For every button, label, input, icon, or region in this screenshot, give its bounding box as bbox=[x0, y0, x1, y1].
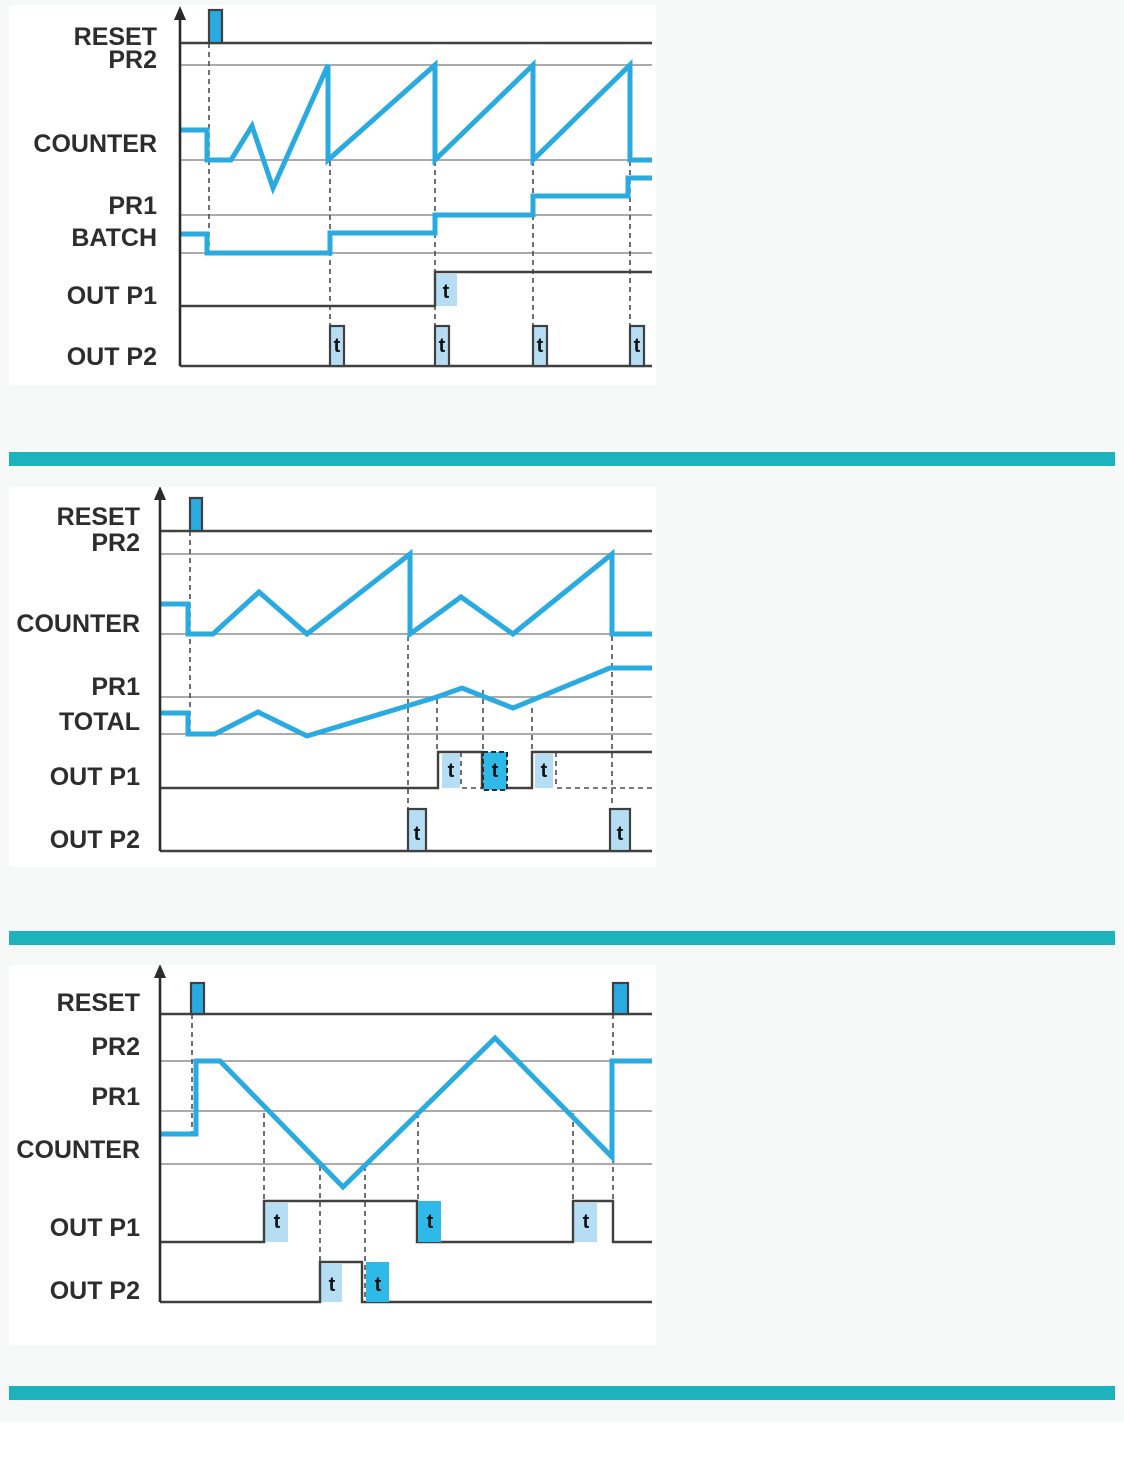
out-p2-pulse-1 bbox=[406, 807, 428, 853]
total-waveform bbox=[160, 665, 652, 739]
signal-label-out-p1: OUT P1 bbox=[50, 1214, 140, 1242]
signal-label-pr1: PR1 bbox=[91, 673, 140, 701]
t-mark: t bbox=[617, 823, 624, 845]
t-mark: t bbox=[448, 760, 455, 782]
t-mark: t bbox=[583, 1211, 590, 1233]
signal-label-counter: COUNTER bbox=[33, 130, 157, 158]
out-p2-pulse-3 bbox=[531, 324, 549, 368]
out-p1-signal bbox=[160, 750, 652, 790]
t-box-out-p1-b bbox=[574, 1203, 597, 1242]
out-p2-pulse-4 bbox=[628, 324, 646, 368]
t-mark: t bbox=[439, 335, 446, 357]
t-mark: t bbox=[414, 823, 421, 845]
teal-separator-bar-3 bbox=[9, 1386, 1115, 1400]
signal-label-out-p2: OUT P2 bbox=[67, 343, 157, 371]
t-box-out-p2-timed bbox=[366, 1262, 389, 1302]
t-box-out-p1-b bbox=[535, 754, 553, 788]
t-box-retrigger bbox=[482, 751, 508, 791]
teal-separator-bar-1 bbox=[9, 452, 1115, 466]
signal-label-counter: COUNTER bbox=[16, 610, 140, 638]
timing-panel-batch: RESET PR2 COUNTER PR1 BATCH OUT P1 OUT P2 t t t t t bbox=[9, 5, 656, 385]
t-mark: t bbox=[375, 1274, 382, 1296]
signal-label-pr2: PR2 bbox=[91, 1033, 140, 1061]
signal-label-batch: BATCH bbox=[71, 224, 157, 252]
t-box-out-p1 bbox=[436, 274, 457, 306]
axis-arrow bbox=[154, 965, 166, 978]
counter-waveform bbox=[160, 1034, 652, 1191]
signal-label-total: TOTAL bbox=[59, 708, 140, 736]
timing-panel-total: RESET PR2 COUNTER PR1 TOTAL OUT P1 OUT P2 t t t t t bbox=[9, 487, 656, 867]
reset-pulse-2 bbox=[611, 981, 630, 1016]
t-box-out-p1-a bbox=[442, 754, 460, 788]
reset-pulse-1 bbox=[189, 981, 206, 1016]
signal-label-out-p2: OUT P2 bbox=[50, 826, 140, 854]
counter-waveform bbox=[160, 548, 652, 639]
out-p2-pulse-2 bbox=[608, 807, 632, 853]
t-mark: t bbox=[274, 1211, 281, 1233]
reset-pulse bbox=[207, 8, 224, 45]
t-mark: t bbox=[537, 335, 544, 357]
t-mark: t bbox=[443, 281, 450, 303]
teal-separator-bar-2 bbox=[9, 931, 1115, 945]
out-p1-signal bbox=[160, 1199, 652, 1244]
t-mark: t bbox=[492, 760, 499, 782]
out-p2-pulse-1 bbox=[328, 324, 346, 368]
t-box-out-p2-a bbox=[321, 1264, 342, 1302]
t-mark: t bbox=[427, 1211, 434, 1233]
timing-panel-updown: RESET PR2 PR1 COUNTER OUT P1 OUT P2 t t t t t bbox=[9, 965, 656, 1345]
t-box-out-p1-timed bbox=[418, 1201, 441, 1242]
t-mark: t bbox=[334, 335, 341, 357]
signal-label-out-p2: OUT P2 bbox=[50, 1277, 140, 1305]
signal-label-pr2: PR2 bbox=[91, 529, 140, 557]
axis-arrow bbox=[154, 487, 166, 500]
t-box-out-p1-a bbox=[265, 1203, 288, 1242]
t-mark: t bbox=[329, 1274, 336, 1296]
signal-label-pr1: PR1 bbox=[91, 1083, 140, 1111]
out-p2-signal bbox=[160, 1260, 652, 1304]
signal-label-reset: RESET bbox=[74, 23, 157, 51]
signal-label-pr2: PR2 bbox=[108, 46, 157, 74]
out-p2-pulse-2 bbox=[433, 324, 451, 368]
reset-pulse bbox=[188, 496, 204, 533]
signal-label-counter: COUNTER bbox=[16, 1136, 140, 1164]
signal-label-out-p1: OUT P1 bbox=[50, 763, 140, 791]
signal-label-reset: RESET bbox=[57, 989, 140, 1017]
t-mark: t bbox=[634, 335, 641, 357]
counter-waveform bbox=[180, 59, 652, 195]
signal-label-pr1: PR1 bbox=[108, 192, 157, 220]
signal-label-reset: RESET bbox=[57, 503, 140, 531]
signal-label-out-p1: OUT P1 bbox=[67, 282, 157, 310]
batch-waveform bbox=[180, 175, 652, 256]
out-p1-signal bbox=[180, 270, 652, 308]
axis-arrow bbox=[174, 6, 186, 20]
t-mark: t bbox=[541, 760, 548, 782]
